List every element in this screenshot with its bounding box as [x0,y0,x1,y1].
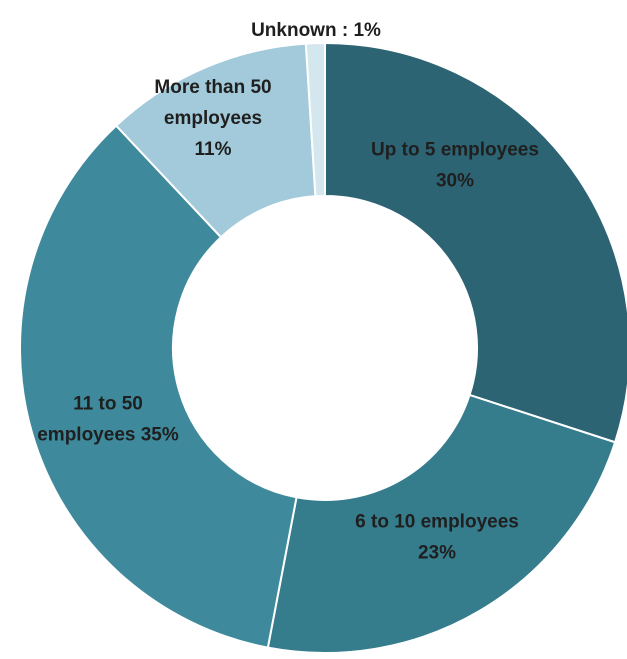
slice-label-line: employees 35% [37,425,179,446]
slice-label-line: 11 to 50 [73,394,143,415]
slice-label-line: More than 50 [154,77,271,98]
slice-label-line: employees [164,108,262,129]
slice-label-line: 30% [436,171,474,192]
slice-label-line: 23% [418,543,456,564]
slice-4 [304,41,326,198]
chart-slices [19,41,627,654]
slice-label-1: 6 to 10 employees 23% [355,512,519,564]
slice-label-0: Up to 5 employees 30% [371,140,539,192]
slice-label-3: More than 50 employees 11% [154,77,271,160]
slice-label-4: Unknown : 1% [251,20,381,41]
slice-label-line: 11% [195,139,232,160]
slice-label-line: Unknown : 1% [251,20,381,41]
chart-labels: Up to 5 employees 30% 6 to 10 employees 23%… [37,20,539,564]
slice-label-2: 11 to 50 employees 35% [37,394,179,446]
slice-label-line: 6 to 10 employees [355,512,519,533]
slice-1 [266,393,617,654]
slice-2 [19,124,298,649]
slice-0 [324,41,627,444]
slice-label-line: Up to 5 employees [371,140,539,161]
